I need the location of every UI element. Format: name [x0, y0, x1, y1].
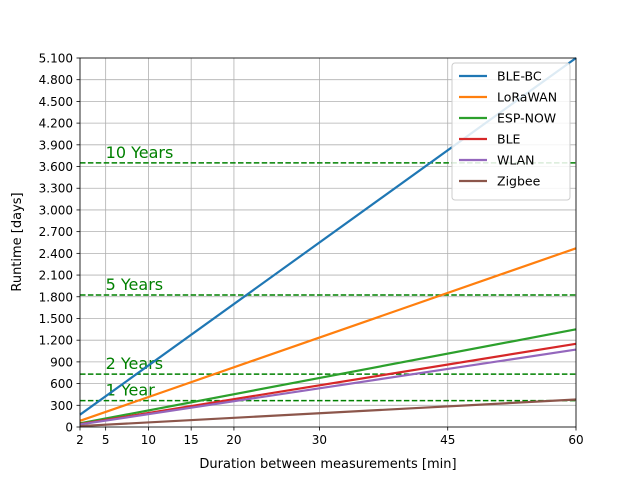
series-line — [79, 348, 577, 426]
y-tick-label: 300 — [50, 399, 73, 413]
legend-label: WLAN — [497, 153, 535, 168]
x-tick-label: 2 — [76, 433, 84, 447]
y-ticks: 0 300 600 900 1.200 1.500 1.800 2.100 2.400 2.700… — [39, 52, 80, 435]
series-line — [79, 398, 577, 428]
y-tick-label: 3.300 — [39, 182, 73, 196]
y-tick-label: 4.800 — [39, 73, 73, 87]
reference-label: 5 Years — [106, 275, 163, 294]
legend-label: BLE-BC — [497, 69, 542, 84]
x-tick-label: 20 — [226, 433, 241, 447]
y-tick-label: 3.000 — [39, 203, 73, 217]
x-tick-label: 15 — [184, 433, 199, 447]
x-tick-label: 5 — [102, 433, 110, 447]
x-tick-label: 10 — [141, 433, 156, 447]
plot-frame — [79, 57, 577, 428]
y-tick-label: 2.400 — [39, 247, 73, 261]
legend: BLE-BC LoRaWAN ESP-NOW BLE WLAN Zigbee — [451, 62, 571, 201]
reference-label: 1 Year — [106, 381, 156, 400]
y-tick-label: 5.100 — [39, 52, 73, 66]
y-tick-label: 3.600 — [39, 160, 73, 174]
legend-label: ESP-NOW — [497, 111, 556, 126]
y-tick-label: 2.700 — [39, 225, 73, 239]
legend-label: Zigbee — [497, 174, 541, 189]
x-axis-label: Duration between measurements [min] — [199, 457, 456, 472]
y-axis-label: Runtime [days] — [10, 192, 25, 291]
y-tick-label: 1.800 — [39, 290, 73, 304]
series-lines — [79, 57, 577, 428]
y-tick-label: 4.200 — [39, 117, 73, 131]
y-tick-label: 4.500 — [39, 95, 73, 109]
legend-label: LoRaWAN — [497, 90, 557, 105]
y-tick-label: 900 — [50, 355, 73, 369]
x-ticks: 2 5 10 15 20 30 45 60 — [76, 427, 584, 447]
x-tick-label: 45 — [440, 433, 455, 447]
series-line — [79, 247, 577, 422]
y-tick-label: 3.900 — [39, 138, 73, 152]
legend-label: BLE — [497, 132, 521, 147]
y-tick-label: 2.100 — [39, 269, 73, 283]
x-tick-label: 60 — [568, 433, 583, 447]
x-tick-label: 30 — [312, 433, 327, 447]
y-tick-label: 1.200 — [39, 334, 73, 348]
y-tick-label: 600 — [50, 377, 73, 391]
series-line — [79, 328, 577, 425]
reference-label: 2 Years — [106, 354, 163, 373]
series-line — [79, 342, 577, 426]
reference-label: 10 Years — [106, 143, 174, 162]
y-tick-label: 1.500 — [39, 312, 73, 326]
y-tick-label: 0 — [65, 421, 73, 435]
